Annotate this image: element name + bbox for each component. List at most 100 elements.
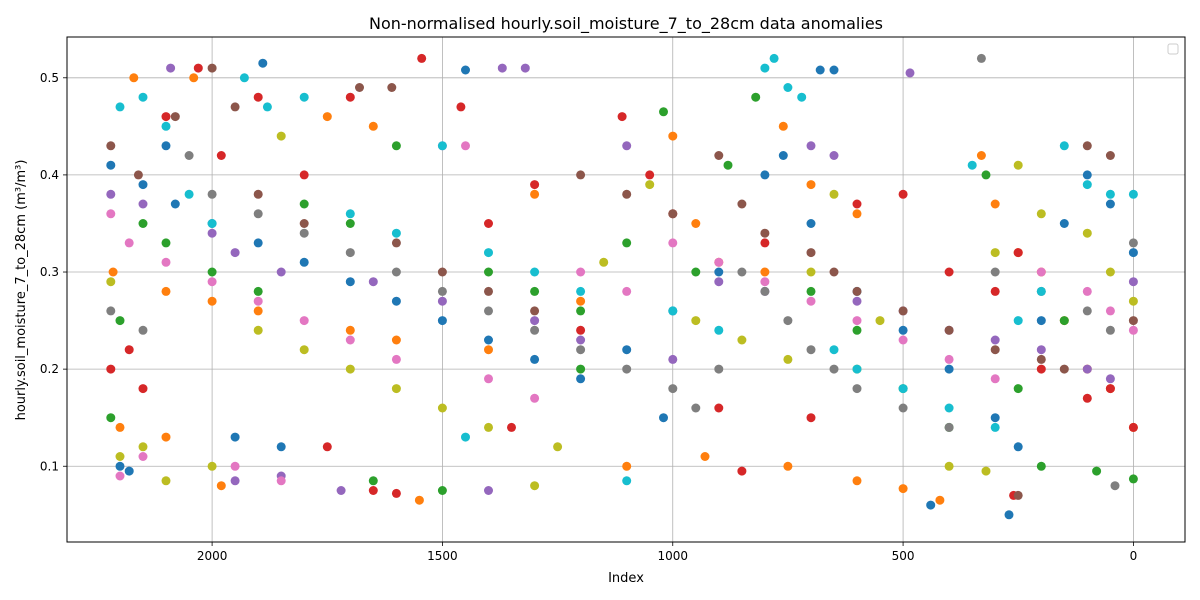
data-point: [299, 345, 309, 355]
data-point: [778, 121, 788, 131]
data-point: [207, 63, 217, 73]
data-point: [1004, 510, 1014, 520]
data-point: [216, 151, 226, 160]
data-point: [368, 476, 378, 486]
data-point: [1013, 160, 1023, 170]
data-point: [714, 325, 724, 335]
data-point: [815, 65, 825, 75]
series-6: [106, 63, 1138, 500]
data-point: [161, 141, 171, 151]
legend-box: [1167, 43, 1179, 55]
data-point: [253, 189, 263, 199]
data-point: [115, 471, 125, 481]
data-point: [829, 189, 839, 199]
data-point: [1036, 345, 1046, 355]
data-point: [207, 219, 217, 228]
data-point: [1105, 306, 1115, 316]
data-point: [1105, 199, 1115, 209]
data-point: [230, 432, 240, 442]
data-point: [760, 63, 770, 73]
data-point: [1082, 393, 1092, 403]
data-point: [276, 131, 286, 141]
data-point: [981, 170, 991, 180]
data-point: [622, 461, 632, 471]
data-point: [161, 121, 171, 131]
y-tick-label: 0.1: [40, 459, 59, 473]
data-point: [239, 73, 249, 83]
data-point: [1128, 422, 1138, 432]
x-axis-label: Index: [608, 571, 644, 586]
data-point: [230, 461, 240, 471]
data-point: [1092, 466, 1102, 476]
data-point: [484, 248, 493, 258]
data-point: [926, 500, 936, 510]
data-point: [391, 488, 401, 498]
data-point: [990, 374, 1000, 384]
data-point: [668, 306, 678, 316]
data-point: [1013, 442, 1023, 452]
series-7: [106, 141, 1138, 486]
data-point: [253, 306, 263, 316]
data-point: [769, 53, 779, 63]
data-point: [760, 286, 770, 296]
data-point: [898, 189, 908, 199]
data-point: [691, 316, 701, 326]
data-point: [1128, 238, 1138, 248]
data-point: [115, 452, 125, 461]
data-point: [484, 486, 493, 495]
data-point: [138, 452, 148, 461]
data-point: [760, 170, 770, 180]
data-point: [1128, 248, 1138, 258]
data-point: [1128, 325, 1138, 335]
data-point: [124, 466, 134, 476]
data-point: [106, 141, 116, 151]
data-point: [124, 345, 134, 355]
data-point: [193, 63, 203, 73]
data-point: [345, 364, 355, 374]
data-point: [1105, 189, 1115, 199]
data-point: [1128, 189, 1138, 199]
data-point: [484, 335, 493, 345]
data-point: [714, 403, 724, 413]
data-point: [576, 267, 586, 277]
data-point: [905, 68, 915, 78]
data-point: [783, 316, 793, 326]
data-point: [700, 452, 710, 461]
data-point: [437, 141, 447, 151]
data-point: [253, 325, 263, 335]
data-point: [875, 316, 885, 326]
data-point: [391, 267, 401, 277]
data-point: [129, 73, 139, 83]
data-point: [530, 354, 540, 364]
data-point: [322, 112, 332, 122]
data-point: [138, 199, 148, 209]
data-point: [138, 92, 148, 102]
data-point: [368, 277, 378, 287]
data-point: [829, 65, 839, 75]
data-point: [106, 209, 116, 219]
data-point: [391, 296, 401, 306]
data-point: [852, 209, 862, 219]
data-point: [138, 384, 148, 394]
data-point: [276, 267, 286, 277]
data-point: [484, 345, 493, 355]
data-point: [622, 141, 632, 151]
data-point: [576, 325, 586, 335]
data-point: [437, 486, 447, 495]
series-9: [106, 131, 1138, 491]
data-point: [898, 306, 908, 316]
data-point: [1082, 228, 1092, 238]
data-point: [1105, 267, 1115, 277]
data-point: [990, 267, 1000, 277]
data-point: [806, 267, 816, 277]
data-point: [1036, 364, 1046, 374]
data-point: [530, 180, 540, 190]
data-point: [1082, 306, 1092, 316]
data-point: [391, 384, 401, 394]
data-point: [253, 209, 263, 219]
data-point: [990, 413, 1000, 423]
data-point: [138, 442, 148, 452]
data-point: [668, 238, 678, 248]
data-point: [806, 219, 816, 228]
data-point: [230, 102, 240, 112]
